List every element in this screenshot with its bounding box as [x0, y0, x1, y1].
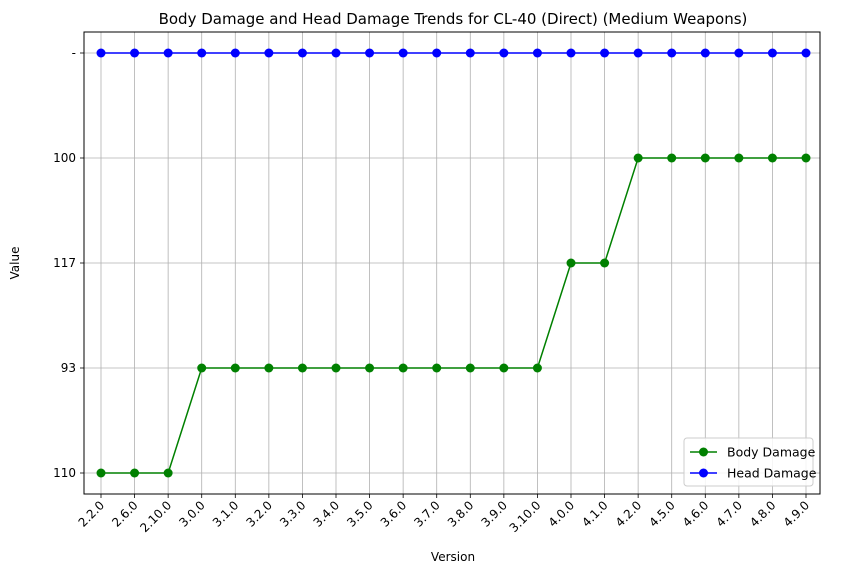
- data-point: [767, 153, 777, 163]
- x-tick-label: 4.6.0: [680, 498, 711, 529]
- legend-label: Body Damage: [727, 445, 816, 460]
- data-point: [600, 258, 610, 268]
- data-point: [130, 48, 140, 58]
- chart-title: Body Damage and Head Damage Trends for C…: [159, 10, 748, 28]
- data-point: [633, 153, 643, 163]
- x-tick-label: 3.7.0: [411, 498, 442, 529]
- x-tick-label: 4.2.0: [613, 498, 644, 529]
- data-point: [734, 153, 744, 163]
- x-tick-label: 3.6.0: [378, 498, 409, 529]
- data-point: [432, 363, 442, 373]
- data-point: [465, 363, 475, 373]
- x-tick-label: 3.2.0: [243, 498, 274, 529]
- data-point: [465, 48, 475, 58]
- x-tick-label: 3.10.0: [507, 498, 544, 535]
- data-point: [197, 363, 207, 373]
- data-point: [700, 153, 710, 163]
- x-tick-label: 2.10.0: [137, 498, 174, 535]
- data-point: [767, 48, 777, 58]
- data-point: [600, 48, 610, 58]
- x-tick-label: 3.8.0: [445, 498, 476, 529]
- data-point: [331, 363, 341, 373]
- data-point: [197, 48, 207, 58]
- legend-item: Body Damage: [690, 445, 816, 460]
- y-axis: 110 93 117 100 -: [53, 46, 84, 480]
- legend: Body Damage Head Damage: [683, 437, 817, 487]
- data-point: [331, 48, 341, 58]
- data-point: [230, 48, 240, 58]
- data-point: [96, 468, 106, 478]
- data-point: [365, 363, 375, 373]
- x-tick-label: 3.4.0: [311, 498, 342, 529]
- data-point: [566, 258, 576, 268]
- legend-label: Head Damage: [727, 466, 817, 481]
- legend-marker: [699, 468, 708, 478]
- x-axis-label: Version: [431, 550, 475, 564]
- data-point: [398, 48, 408, 58]
- x-tick-label: 4.5.0: [646, 498, 677, 529]
- y-tick-label: 110: [53, 466, 76, 480]
- y-tick-label: 100: [53, 151, 76, 165]
- data-point: [532, 48, 542, 58]
- data-point: [432, 48, 442, 58]
- x-tick-label: 4.0.0: [546, 498, 577, 529]
- data-point: [499, 363, 509, 373]
- data-point: [163, 48, 173, 58]
- series-line: [101, 157, 806, 474]
- data-point: [734, 48, 744, 58]
- y-tick-label: -: [72, 46, 76, 60]
- x-tick-label: 4.8.0: [747, 498, 778, 529]
- data-point: [264, 363, 274, 373]
- data-point: [398, 363, 408, 373]
- x-tick-label: 3.5.0: [344, 498, 375, 529]
- data-point: [667, 48, 677, 58]
- data-point: [633, 48, 643, 58]
- x-tick-label: 2.6.0: [109, 498, 140, 529]
- data-point: [801, 48, 811, 58]
- x-tick-label: 3.3.0: [277, 498, 308, 529]
- y-tick-label: 93: [61, 361, 76, 375]
- data-point: [96, 48, 106, 58]
- x-tick-label: 3.9.0: [478, 498, 509, 529]
- x-tick-label: 3.0.0: [176, 498, 207, 529]
- series-head-damage: [96, 48, 811, 58]
- data-point: [230, 363, 240, 373]
- data-point: [499, 48, 509, 58]
- data-point: [700, 48, 710, 58]
- x-tick-label: 4.9.0: [781, 498, 812, 529]
- legend-marker: [699, 447, 708, 457]
- data-point: [566, 48, 576, 58]
- x-tick-label: 4.7.0: [713, 498, 744, 529]
- data-point: [297, 48, 307, 58]
- data-point: [163, 468, 173, 478]
- grid: [84, 32, 820, 494]
- data-point: [130, 468, 140, 478]
- y-tick-label: 117: [53, 256, 76, 270]
- data-point: [264, 48, 274, 58]
- y-axis-label: Value: [8, 247, 22, 280]
- legend-frame: [683, 437, 814, 487]
- x-tick-label: 2.2.0: [76, 498, 107, 529]
- data-point: [297, 363, 307, 373]
- series-layer: [96, 48, 811, 478]
- x-tick-label: 4.1.0: [579, 498, 610, 529]
- legend-item: Head Damage: [690, 466, 817, 481]
- x-axis: 2.2.0 2.6.02.10.0 3.0.0 3.1.0 3.2.0 3.3.0 3.4.…: [76, 494, 812, 535]
- data-point: [532, 363, 542, 373]
- data-point: [667, 153, 677, 163]
- series-body-damage: [96, 153, 811, 478]
- data-point: [365, 48, 375, 58]
- data-point: [801, 153, 811, 163]
- x-tick-label: 3.1.0: [210, 498, 241, 529]
